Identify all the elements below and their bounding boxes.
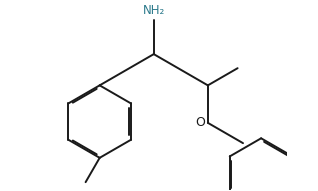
Text: O: O <box>196 116 205 129</box>
Text: NH₂: NH₂ <box>143 4 165 17</box>
